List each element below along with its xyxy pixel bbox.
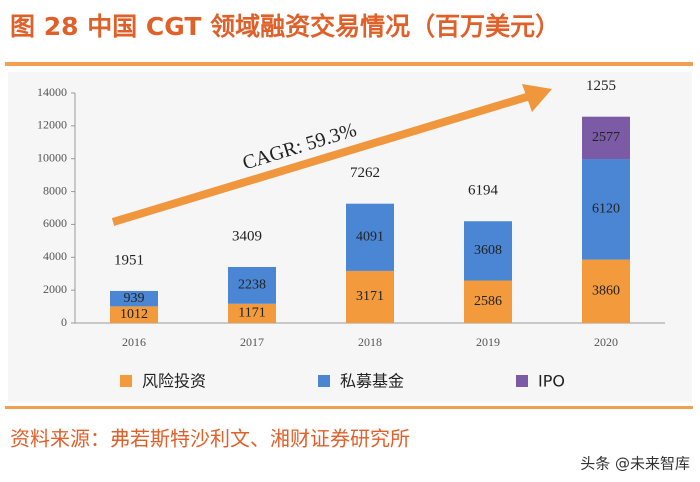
x-tick-label: 2020 — [594, 335, 618, 349]
bar-segment — [110, 290, 158, 307]
y-tick-label: 0 — [61, 315, 67, 329]
total-label: 1255 — [586, 78, 616, 94]
watermark: 头条 @未来智库 — [580, 455, 690, 473]
segment-label: 3860 — [592, 284, 620, 299]
bar-segment — [110, 306, 158, 323]
total-label: 7262 — [350, 165, 380, 181]
bar-segment — [346, 270, 394, 323]
legend-swatch — [516, 375, 528, 387]
chart-title: 图 28 中国 CGT 领域融资交易情况（百万美元） — [10, 12, 560, 41]
total-label: 6194 — [468, 183, 499, 199]
y-tick-label: 14000 — [37, 85, 67, 99]
bar-segment — [582, 259, 630, 323]
y-tick-label: 8000 — [43, 183, 67, 197]
y-tick-label: 4000 — [43, 249, 67, 263]
legend-swatch — [120, 375, 132, 387]
total-label: 3409 — [232, 228, 262, 244]
segment-label: 1171 — [238, 306, 265, 321]
segment-label: 3608 — [474, 243, 502, 258]
x-tick-label: 2016 — [122, 335, 146, 349]
bar-segment — [582, 116, 630, 160]
bar-segment — [228, 303, 276, 323]
legend-label: IPO — [538, 372, 565, 391]
segment-label: 3171 — [356, 289, 384, 304]
y-tick-label: 12000 — [37, 118, 67, 132]
legend-label: 风险投资 — [142, 372, 206, 391]
legend-swatch — [318, 375, 330, 387]
legend-label: 私募基金 — [340, 372, 404, 391]
x-tick-label: 2018 — [358, 335, 382, 349]
segment-label: 4091 — [356, 230, 384, 245]
bar-segment — [346, 203, 394, 271]
bar-segment — [582, 159, 630, 260]
bar-segment — [464, 221, 512, 281]
x-tick-label: 2017 — [240, 335, 264, 349]
x-tick-label: 2019 — [476, 335, 500, 349]
segment-label: 939 — [124, 291, 145, 306]
segment-label: 2238 — [238, 278, 266, 293]
trend-arrowhead — [522, 84, 552, 112]
segment-label: 6120 — [592, 202, 620, 217]
y-tick-label: 2000 — [43, 282, 67, 296]
segment-label: 2577 — [592, 130, 620, 145]
footer-rule — [5, 406, 693, 409]
y-tick-label: 10000 — [37, 150, 67, 164]
y-tick-label: 6000 — [43, 216, 67, 230]
total-label: 1951 — [114, 252, 144, 268]
bar-segment — [228, 266, 276, 304]
segment-label: 2586 — [474, 294, 502, 309]
segment-label: 1012 — [120, 307, 148, 322]
bar-segment — [464, 280, 512, 323]
source: 资料来源：弗若斯特沙利文、湘财证券研究所 — [10, 427, 410, 451]
title-rule — [5, 62, 693, 66]
trend-arrow — [111, 92, 532, 226]
